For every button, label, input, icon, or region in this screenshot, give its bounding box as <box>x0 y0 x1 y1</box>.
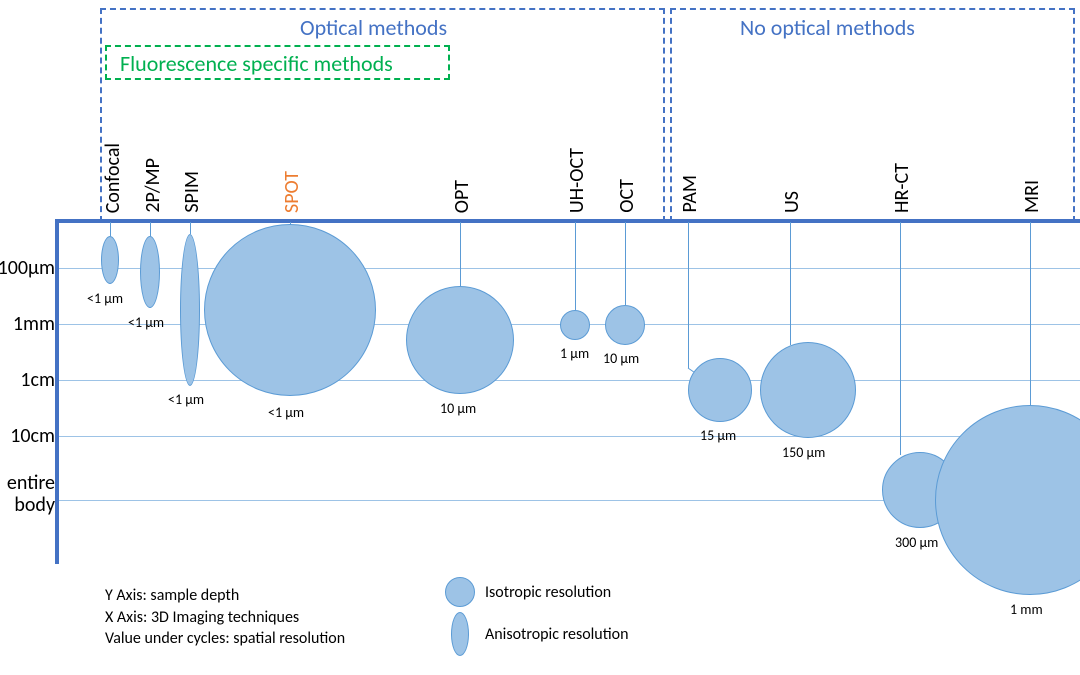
y-label-1mm: 1mm <box>0 312 55 336</box>
conn-mri <box>1030 222 1031 405</box>
col-label-pam: PAM <box>680 175 700 213</box>
conn-spim <box>190 222 191 234</box>
col-label-opt: OPT <box>452 180 472 213</box>
chart-root: Optical methods No optical methods Fluor… <box>0 0 1080 675</box>
col-label-us: US <box>782 191 802 213</box>
bubble-mri <box>935 405 1080 595</box>
col-label-confocal: Confocal <box>103 143 123 213</box>
legend-iso-icon <box>445 577 475 607</box>
gridline-3 <box>59 380 1080 381</box>
col-label-spim: SPIM <box>182 171 202 213</box>
value-2pmp: <1 µm <box>128 314 164 331</box>
col-label-hrct: HR-CT <box>892 163 912 213</box>
x-axis <box>55 219 1080 223</box>
legend-aniso-icon <box>451 612 469 656</box>
conn-oct <box>625 222 626 305</box>
label-no-optical-methods: No optical methods <box>740 14 915 41</box>
conn-pam <box>688 222 689 368</box>
bubble-pam <box>688 358 752 422</box>
value-spot: <1 µm <box>268 404 304 421</box>
value-confocal: <1 µm <box>87 290 123 307</box>
value-us: 150 µm <box>782 444 825 461</box>
conn-2pmp <box>150 222 151 236</box>
col-label-uhoct: UH-OCT <box>567 148 587 213</box>
bubble-oct <box>605 305 645 345</box>
value-uhoct: 1 µm <box>560 345 589 362</box>
conn-opt <box>460 222 461 286</box>
bubble-spot <box>204 224 376 396</box>
bubble-2pmp <box>140 236 160 308</box>
value-pam: 15 µm <box>700 427 736 444</box>
value-hrct: 300 µm <box>895 534 938 551</box>
bubble-us <box>760 342 856 438</box>
value-opt: 10 µm <box>440 400 476 417</box>
value-oct: 10 µm <box>603 350 639 367</box>
col-label-oct: OCT <box>617 179 637 213</box>
y-axis <box>55 219 59 564</box>
col-label-spot: SPOT <box>282 171 302 213</box>
value-mri: 1 mm <box>1010 601 1043 618</box>
col-label-2pmp: 2P/MP <box>143 158 163 213</box>
legend-aniso-label: Anisotropic resolution <box>485 625 628 644</box>
gridline-4 <box>59 436 1080 437</box>
bubble-opt <box>406 286 514 394</box>
y-label-10cm: 10cm <box>0 424 55 448</box>
col-label-mri: MRI <box>1022 180 1042 213</box>
y-label-body: entire body <box>0 472 55 516</box>
label-optical-methods: Optical methods <box>300 14 447 41</box>
y-label-1cm: 1cm <box>0 368 55 392</box>
conn-us <box>790 222 791 345</box>
bubble-spim <box>180 234 200 386</box>
conn-confocal <box>110 222 111 236</box>
y-label-100um: 100µm <box>0 256 55 280</box>
legend-iso-label: Isotropic resolution <box>485 583 611 602</box>
legend-axes-text: Y Axis: sample depth X Axis: 3D Imaging … <box>105 585 345 650</box>
conn-hrct <box>900 222 901 455</box>
value-spim: <1 µm <box>168 391 204 408</box>
conn-uhoct <box>575 222 576 310</box>
bubble-confocal <box>101 236 119 284</box>
gridline-1 <box>59 268 1080 269</box>
bubble-uhoct <box>560 310 590 340</box>
label-fluorescence: Fluorescence specific methods <box>120 50 393 77</box>
